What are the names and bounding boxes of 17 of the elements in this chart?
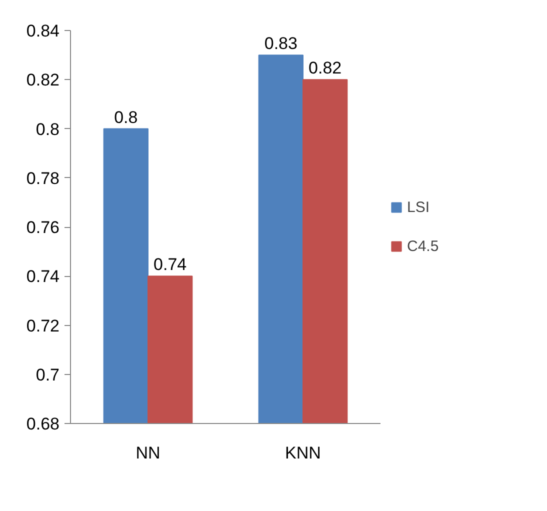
y-tick-label: 0.78 — [26, 168, 60, 188]
y-tick-label: 0.76 — [26, 218, 60, 237]
y-tick-label: 0.82 — [26, 70, 60, 90]
legend-label: C4.5 — [407, 238, 439, 254]
y-tick-label: 0.72 — [26, 316, 60, 336]
y-tick-label: 0.7 — [36, 365, 60, 384]
data-label: 0.82 — [308, 58, 342, 78]
data-label: 0.8 — [114, 108, 138, 127]
y-tick-label: 0.68 — [26, 414, 60, 434]
x-tick-label: KNN — [285, 444, 321, 462]
y-tick-label: 0.84 — [26, 22, 60, 40]
y-tick-label: 0.8 — [36, 120, 60, 139]
data-label: 0.74 — [154, 255, 187, 274]
legend-label: LSI — [407, 198, 430, 216]
data-label: 0.83 — [264, 34, 298, 54]
x-tick-label: NN — [136, 444, 160, 462]
y-tick-label: 0.74 — [26, 267, 60, 286]
